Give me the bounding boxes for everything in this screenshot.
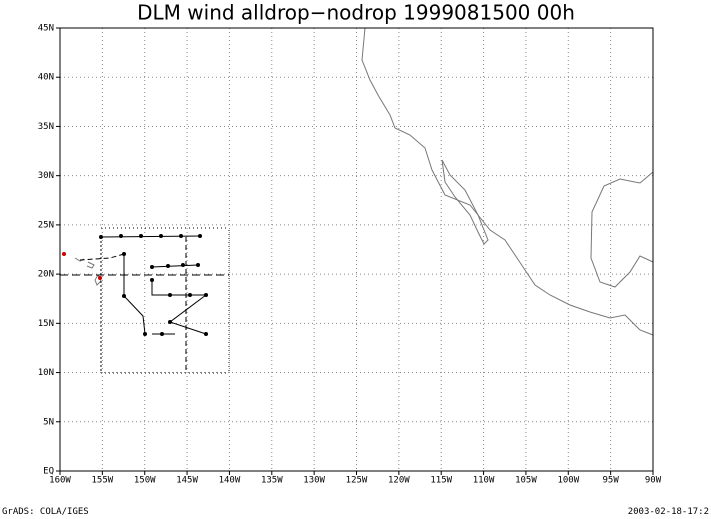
footer-right: 2003-02-18-17:2 (628, 507, 709, 517)
x-tick-label: 120W (388, 476, 410, 486)
footer-left: GrADS: COLA/IGES (2, 507, 89, 517)
y-tick-label: 30N (38, 171, 54, 181)
x-tick-label: 135W (261, 476, 283, 486)
x-tick-label: 145W (176, 476, 198, 486)
y-tick-label: EQ (43, 467, 54, 477)
x-tick-label: 100W (557, 476, 579, 486)
y-tick-label: 15N (38, 319, 54, 329)
x-tick-label: 140W (219, 476, 241, 486)
x-tick-label: 150W (134, 476, 156, 486)
x-tick-label: 105W (515, 476, 537, 486)
x-tick-label: 130W (303, 476, 325, 486)
coastline (74, 27, 654, 336)
axis-ticks: 160W 155W 150W 145W 140W 135W 130W 125W 120W 115W… (38, 24, 662, 486)
y-tick-label: 35N (38, 122, 54, 132)
x-tick-label: 110W (473, 476, 495, 486)
x-tick-label: 95W (603, 476, 620, 486)
y-tick-label: 45N (38, 24, 54, 34)
y-tick-label: 5N (43, 417, 54, 427)
flight-tracks (60, 227, 230, 374)
y-tick-label: 10N (38, 368, 54, 378)
y-tick-label: 25N (38, 220, 54, 230)
x-tick-label: 160W (49, 476, 71, 486)
y-tick-label: 40N (38, 73, 54, 83)
x-tick-label: 115W (430, 476, 452, 486)
map-title: DLM wind alldrop−nodrop 1999081500 00h (137, 1, 575, 25)
x-tick-label: 90W (645, 476, 662, 486)
x-tick-label: 125W (346, 476, 368, 486)
y-tick-label: 20N (38, 270, 54, 280)
drop-points (62, 234, 208, 336)
x-tick-label: 155W (92, 476, 114, 486)
grid (59, 27, 654, 472)
